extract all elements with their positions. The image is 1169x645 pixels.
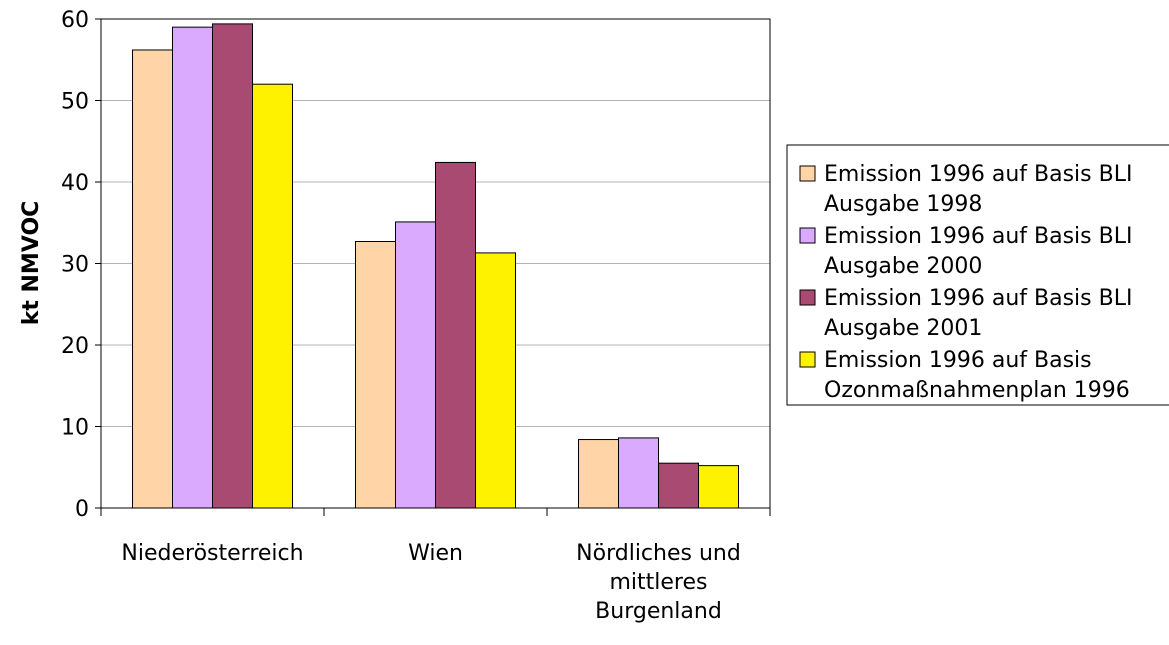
- bars: [132, 23, 739, 509]
- bar: [395, 221, 436, 509]
- x-category-labels: Niederösterreich Wien Nördliches und mittle…: [121, 541, 740, 624]
- bar: [618, 437, 659, 509]
- legend-label: Emission 1996 auf Basis BLI Ausgabe 2000: [824, 224, 1132, 279]
- y-tick-label: 40: [61, 171, 89, 196]
- bar: [435, 161, 476, 509]
- legend-frame: [786, 144, 1169, 406]
- legend-label: Emission 1996 auf Basis BLI Ausgabe 2001: [824, 286, 1132, 341]
- legend-swatch: [799, 351, 816, 368]
- legend-swatch: [799, 289, 816, 306]
- bar: [698, 465, 739, 509]
- y-tick-label: 0: [75, 497, 89, 522]
- bar: [475, 252, 516, 509]
- y-tick-label: 10: [61, 416, 89, 441]
- legend: Emission 1996 auf Basis BLI Ausgabe 1998 E…: [786, 144, 1169, 406]
- legend-label: Emission 1996 auf Basis BLI Ausgabe 1998: [824, 162, 1132, 217]
- y-tick-label: 30: [61, 253, 89, 278]
- plot-area-frame: [100, 18, 771, 509]
- axes: [95, 18, 771, 516]
- y-tick-label: 50: [61, 90, 89, 115]
- bar: [578, 439, 619, 509]
- bar: [252, 83, 293, 509]
- legend-label: Emission 1996 auf Basis Ozonmaßnahmenplan…: [824, 348, 1130, 403]
- y-axis-label: kt NMVOC: [19, 201, 44, 326]
- x-category-label: Nördliches und mittleres Burgenland: [576, 541, 741, 624]
- bar: [658, 462, 699, 509]
- x-category-label: Niederösterreich: [121, 541, 303, 566]
- x-category-label: Wien: [408, 541, 463, 566]
- legend-swatch: [799, 165, 816, 182]
- y-tick-label: 60: [61, 8, 89, 33]
- legend-swatch: [799, 227, 816, 244]
- bar: [355, 240, 396, 509]
- bar: [132, 49, 173, 509]
- bar: [172, 26, 213, 509]
- y-tick-label: 20: [61, 334, 89, 359]
- bar: [212, 23, 253, 509]
- y-tick-labels: 0 10 20 30 40 50 60: [61, 8, 89, 522]
